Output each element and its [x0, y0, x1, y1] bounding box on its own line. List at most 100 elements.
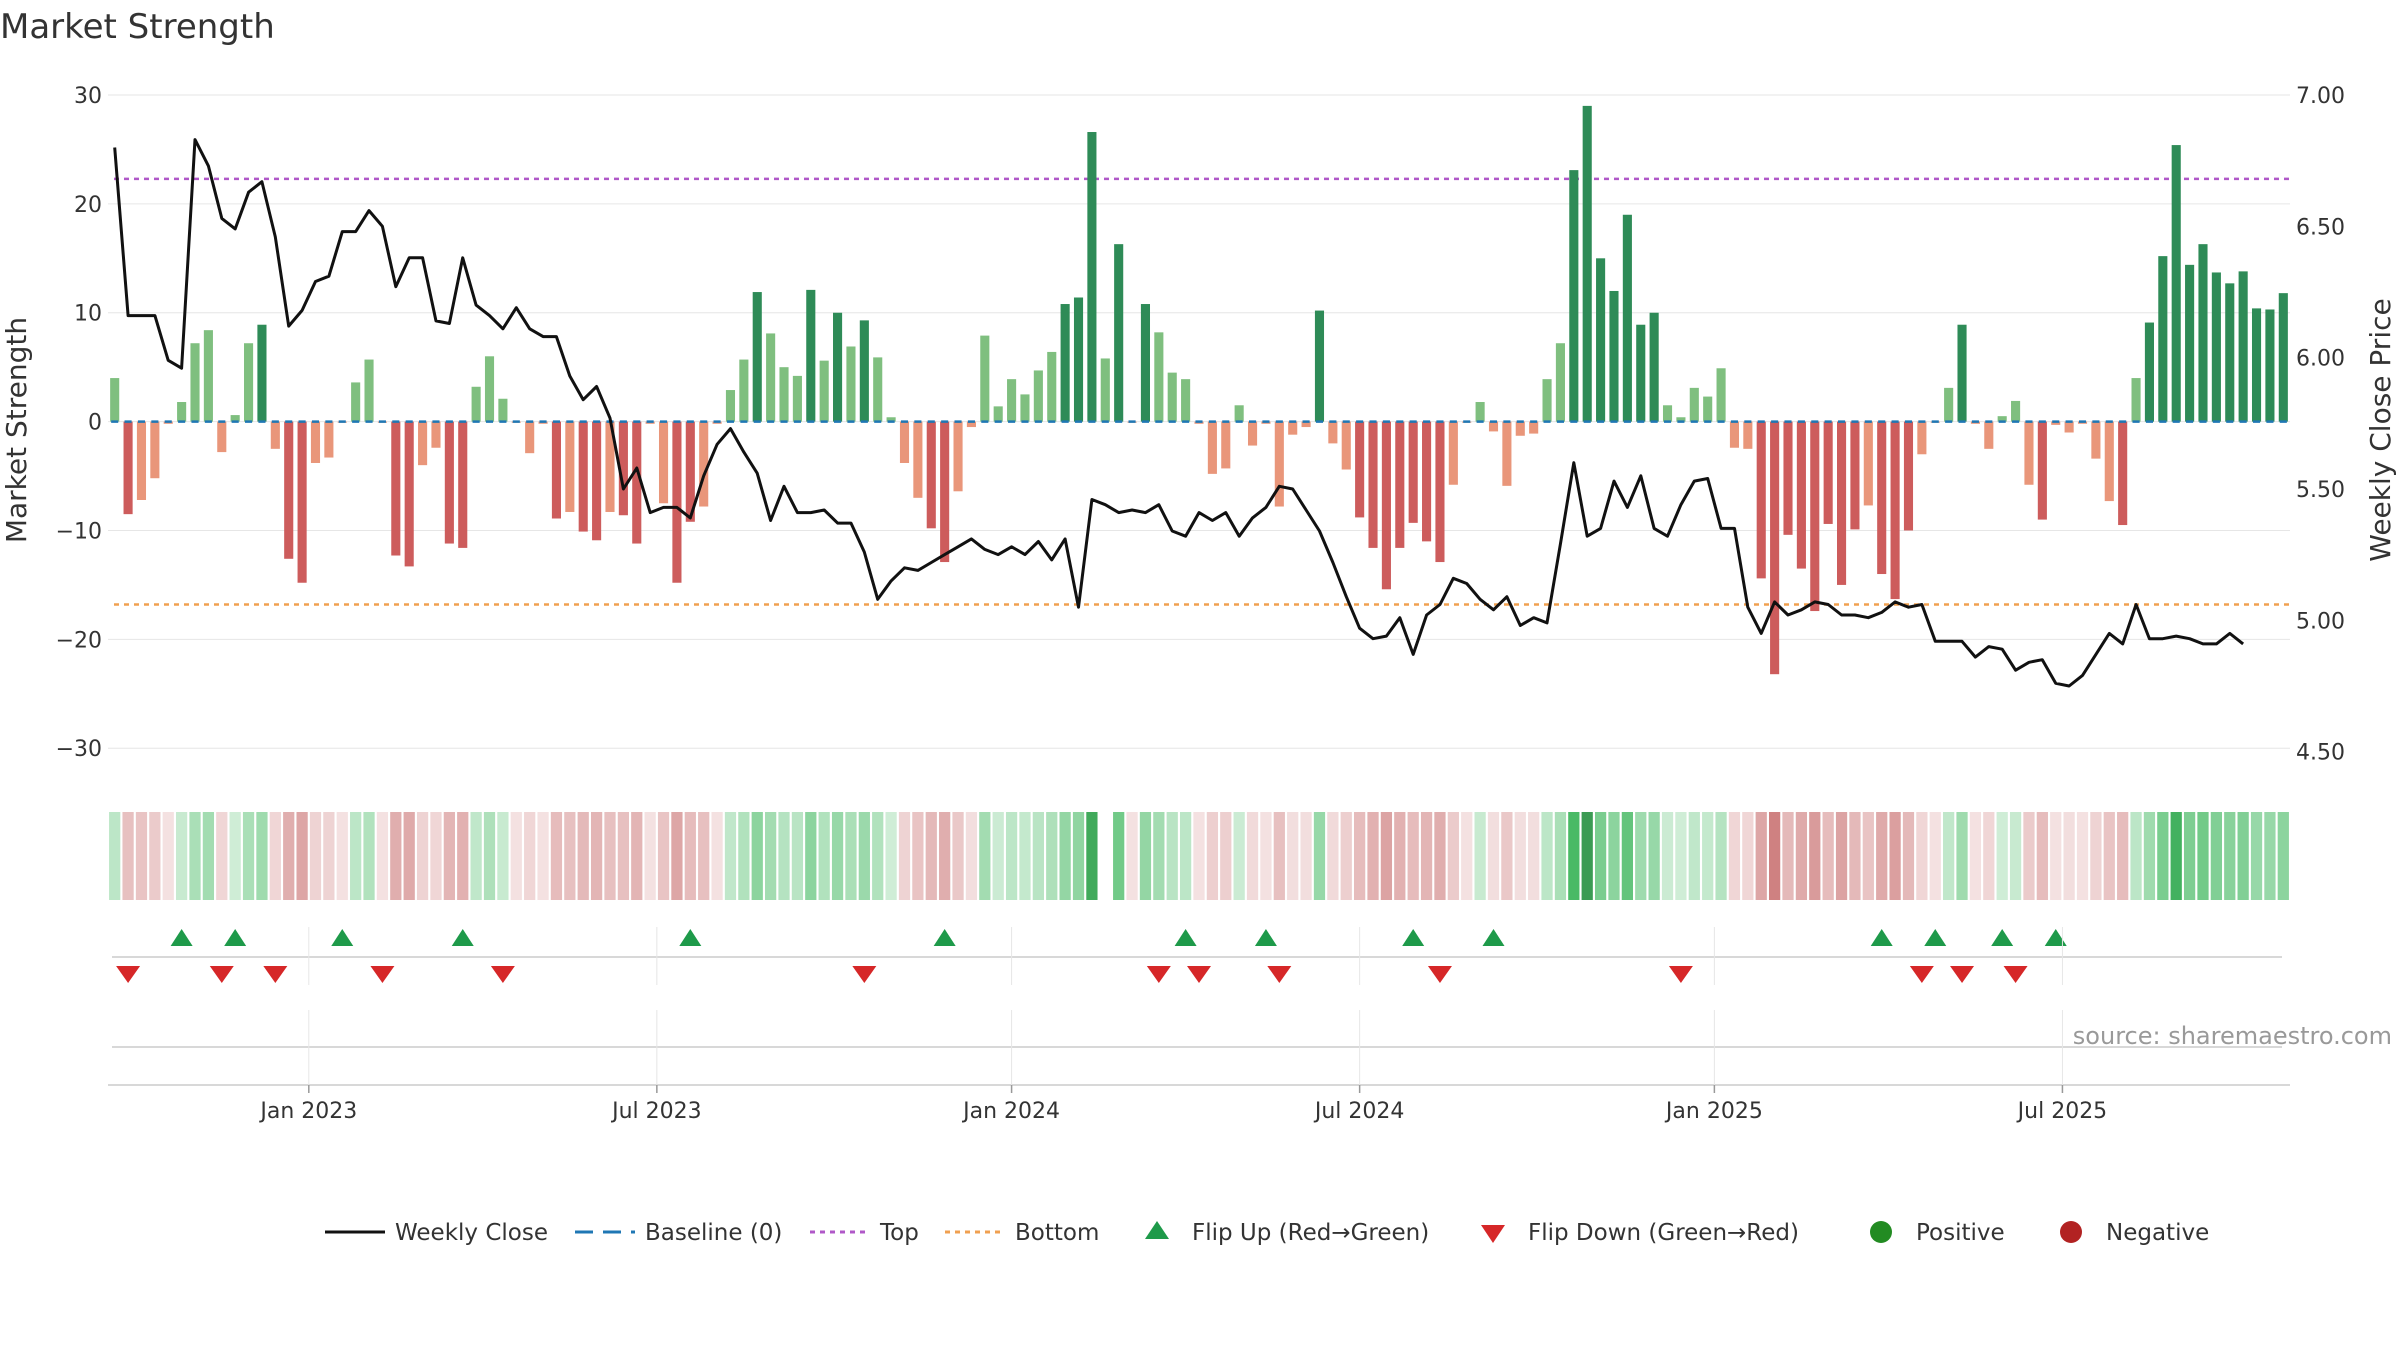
heat-cell: [1193, 812, 1205, 900]
heat-cell: [818, 812, 830, 900]
heat-cell: [256, 812, 268, 900]
heat-cell: [1032, 812, 1044, 900]
strength-bar: [618, 421, 628, 516]
strength-bar: [217, 421, 227, 453]
strength-bar: [699, 421, 709, 507]
flip-up-marker: [1174, 929, 1197, 946]
strength-bar: [324, 421, 334, 458]
heat-cell: [2130, 812, 2142, 900]
strength-bar: [1649, 312, 1659, 422]
strength-bar: [404, 421, 414, 567]
heat-cell: [443, 812, 455, 900]
heat-cell: [229, 812, 241, 900]
heat-cell: [765, 812, 777, 900]
flip-up-marker: [170, 929, 193, 946]
heat-cell: [1086, 812, 1098, 900]
strength-bar: [672, 421, 682, 583]
heat-cell: [1153, 812, 1165, 900]
heat-cell: [1648, 812, 1660, 900]
heat-cell: [416, 812, 429, 900]
strength-bar: [1957, 324, 1967, 422]
heat-cell: [1313, 812, 1326, 900]
heat-cell: [1835, 812, 1848, 900]
flip-down-marker: [852, 966, 877, 983]
strength-bar: [1823, 421, 1833, 524]
heat-cell: [537, 812, 549, 900]
strength-bar: [1622, 214, 1632, 422]
heat-cell: [430, 812, 442, 900]
chart-title: Market Strength: [0, 7, 275, 47]
strength-bar: [1395, 421, 1405, 548]
legend-label: Flip Down (Green→Red): [1528, 1220, 1799, 1246]
strength-bar: [1328, 421, 1338, 444]
strength-bar: [297, 421, 307, 583]
heat-cell: [1046, 812, 1058, 900]
y-tick-label-right: 5.50: [2296, 478, 2345, 503]
heat-cell: [283, 812, 295, 900]
flip-down-marker: [2003, 966, 2028, 983]
heat-cell: [979, 812, 991, 900]
heat-cell: [1380, 812, 1393, 900]
heat-cell: [2063, 812, 2075, 900]
strength-bar: [1488, 421, 1499, 432]
heat-cell: [2277, 812, 2289, 900]
heat-cell: [1768, 812, 1781, 900]
heat-cell: [510, 812, 522, 900]
flip-up-marker: [1924, 929, 1947, 946]
strength-bar: [551, 421, 561, 519]
heat-cell: [1996, 812, 2008, 900]
strength-bar: [1596, 258, 1606, 422]
heat-cell: [1501, 812, 1513, 900]
heat-cell: [1969, 812, 1982, 900]
heat-cell: [952, 812, 964, 900]
strength-bar: [993, 406, 1003, 422]
strength-bar: [2144, 322, 2154, 422]
x-tick-label: Jul 2025: [2016, 1099, 2108, 1124]
flip-up-marker: [331, 929, 354, 946]
flip-up-marker: [679, 929, 702, 946]
strength-bar: [1274, 421, 1284, 507]
strength-bar: [1355, 421, 1365, 518]
strength-bar: [1756, 421, 1766, 579]
heat-cell: [336, 812, 348, 900]
strength-bar: [1837, 421, 1847, 585]
strength-bar: [1729, 421, 1740, 448]
strength-bar: [1662, 405, 1673, 422]
legend-negative-icon: [2060, 1221, 2082, 1243]
heat-cell: [189, 812, 201, 900]
heat-cell: [1220, 812, 1232, 900]
strength-bar: [270, 421, 280, 449]
flip-down-marker: [1950, 966, 1975, 983]
strength-bar: [2225, 283, 2235, 422]
heat-cell: [1675, 812, 1687, 900]
strength-bar: [1368, 421, 1378, 548]
heat-cell: [403, 812, 415, 900]
heat-cell: [671, 812, 683, 900]
heat-cell: [1902, 812, 1915, 900]
heat-cell: [2157, 812, 2169, 900]
strength-bar: [980, 335, 990, 422]
strength-bar: [1007, 379, 1017, 422]
flip-down-marker: [1668, 966, 1693, 983]
heat-cell: [363, 812, 375, 900]
strength-bar: [1689, 387, 1699, 422]
strength-bar: [1140, 304, 1151, 422]
x-tick-label: Jul 2024: [1313, 1099, 1405, 1124]
strength-bar: [2091, 421, 2101, 459]
heat-cell: [1487, 812, 1500, 900]
strength-bar: [2265, 309, 2275, 422]
flip-down-marker: [490, 966, 515, 983]
strength-bar: [1917, 421, 1927, 455]
y-axis-right-label: Weekly Close Price: [2364, 298, 2397, 561]
heat-cell: [912, 812, 924, 900]
heat-cell: [497, 812, 509, 900]
flip-down-marker: [1187, 966, 1211, 983]
heat-cell: [390, 812, 402, 900]
strength-bar: [565, 421, 575, 512]
legend: Weekly Close Baseline (0) Top Bottom Flip Up…: [325, 1220, 2209, 1246]
heat-cell: [939, 812, 951, 900]
strength-bar: [1047, 351, 1057, 422]
heat-cell: [2210, 812, 2222, 900]
heat-cell: [202, 812, 215, 900]
heat-cell: [644, 812, 656, 900]
